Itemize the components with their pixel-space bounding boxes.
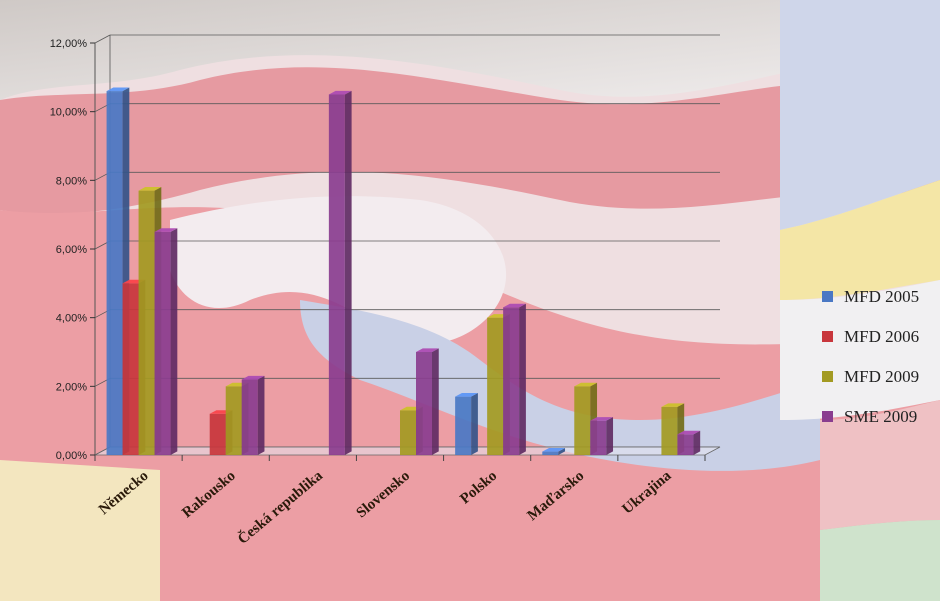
x-category-label: Německo bbox=[96, 468, 152, 518]
legend-label: MFD 2005 bbox=[844, 287, 919, 306]
x-category-label: Česká republika bbox=[234, 467, 326, 548]
x-category-label: Slovensko bbox=[354, 468, 413, 522]
legend-swatch bbox=[822, 371, 833, 382]
x-category-label: Ukrajina bbox=[619, 467, 674, 517]
y-tick-label: 2,00% bbox=[56, 381, 87, 393]
legend-swatch bbox=[822, 331, 833, 342]
y-tick-label: 6,00% bbox=[56, 244, 87, 256]
bar bbox=[328, 90, 352, 456]
legend-label: MFD 2006 bbox=[844, 327, 919, 346]
y-tick-label: 12,00% bbox=[50, 38, 88, 50]
bar bbox=[677, 430, 701, 455]
y-tick-label: 0,00% bbox=[56, 450, 87, 462]
legend-label: SME 2009 bbox=[844, 407, 917, 426]
bar bbox=[503, 303, 526, 455]
legend-swatch bbox=[822, 411, 833, 422]
legend-swatch bbox=[822, 291, 833, 302]
y-tick-label: 4,00% bbox=[56, 313, 87, 325]
gridlines bbox=[94, 34, 720, 456]
legend-label: MFD 2009 bbox=[844, 367, 919, 386]
gridline-side bbox=[94, 34, 111, 44]
y-axis-ticks: 0,00% 2,00% 4,00% 6,00% 8,00% 10,00% 12,00% bbox=[50, 38, 95, 462]
x-category-label: Rakousko bbox=[179, 468, 238, 522]
y-tick-label: 10,00% bbox=[50, 107, 88, 119]
bar bbox=[542, 447, 566, 455]
bar bbox=[416, 348, 439, 455]
bar bbox=[241, 375, 265, 455]
x-category-label: Maďarsko bbox=[525, 468, 588, 524]
y-tick-label: 8,00% bbox=[56, 175, 87, 187]
x-category-label: Polsko bbox=[457, 468, 500, 508]
bar bbox=[154, 228, 178, 455]
bar bbox=[455, 393, 478, 455]
bar bbox=[590, 417, 614, 455]
legend: MFD 2005 MFD 2006 MFD 2009 SME 2009 bbox=[822, 287, 919, 426]
bars bbox=[106, 87, 701, 456]
